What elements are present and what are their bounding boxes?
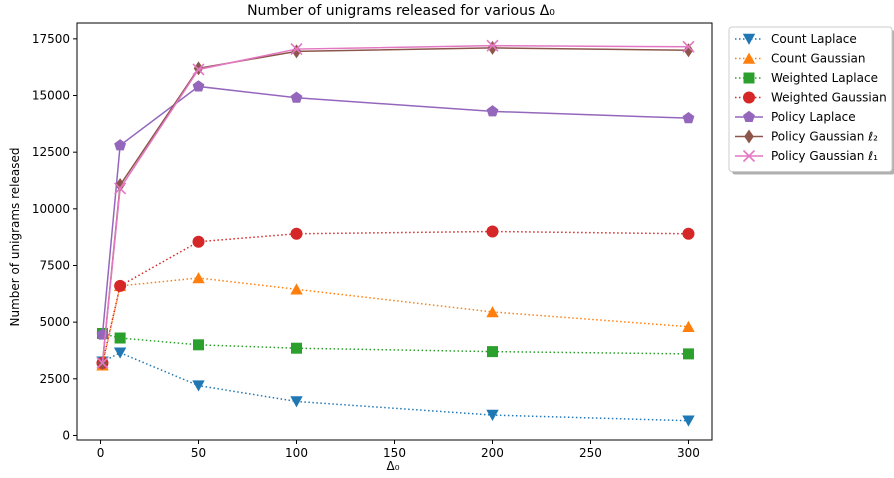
y-tick-label: 17500	[32, 32, 70, 46]
legend-label-weighted-gaussian: Weighted Gaussian	[771, 91, 887, 105]
x-tick-label: 250	[579, 446, 602, 460]
data-point-weighted-laplace	[682, 348, 694, 360]
data-point-policy-gaussian	[114, 182, 127, 195]
data-point-count-gaussian	[682, 320, 695, 332]
series-line-weighted-gaussian	[101, 230, 689, 364]
y-axis-title: Number of unigrams released	[8, 148, 22, 327]
y-tick-label: 7500	[39, 258, 70, 272]
data-point-count-gaussian	[290, 283, 303, 295]
series-line-policy-gaussian	[101, 44, 689, 364]
series-line-count-gaussian	[101, 277, 689, 366]
plot-frame	[76, 22, 713, 441]
data-point-weighted-laplace	[486, 346, 498, 358]
data-point-policy-gaussian	[487, 40, 498, 55]
y-tick-label: 15000	[32, 89, 70, 103]
legend-marker-count-laplace	[742, 33, 756, 45]
legend-box	[728, 26, 893, 172]
legend-label-count-laplace: Count Laplace	[771, 32, 857, 46]
data-point-policy-gaussian	[291, 44, 302, 59]
data-point-count-laplace	[682, 415, 695, 427]
legend-label-count-gaussian: Count Gaussian	[771, 52, 866, 66]
y-tick-label: 10000	[32, 202, 70, 216]
data-point-policy-gaussian	[192, 63, 205, 76]
y-tick-label: 2500	[39, 372, 70, 386]
legend-marker-policy-gaussian	[742, 149, 756, 163]
data-point-weighted-gaussian	[192, 235, 205, 248]
legend-marker-weighted-gaussian	[743, 91, 755, 104]
data-point-policy-gaussian	[96, 356, 109, 370]
data-point-policy-laplace	[290, 91, 303, 103]
legend-marker-weighted-laplace	[743, 72, 755, 84]
data-point-policy-laplace	[486, 105, 499, 117]
data-point-count-laplace	[290, 396, 303, 408]
y-tick-label: 5000	[39, 315, 70, 329]
data-point-weighted-laplace	[291, 342, 303, 354]
chart-title: Number of unigrams released for various …	[247, 3, 555, 19]
plot-area: 0 50 100 150 200 250 300 0 2500 5000 7500 10000 1250…	[32, 22, 713, 460]
data-point-weighted-laplace	[193, 339, 205, 351]
data-point-count-gaussian	[486, 306, 499, 318]
legend-label-weighted-laplace: Weighted Laplace	[771, 71, 878, 85]
data-point-count-laplace	[113, 347, 127, 359]
data-point-weighted-gaussian	[682, 227, 695, 240]
data-point-count-gaussian	[192, 272, 205, 284]
data-point-policy-gaussian	[290, 42, 303, 56]
legend-marker-policy-gaussian	[744, 129, 754, 144]
series-line-policy-laplace	[101, 85, 689, 335]
legend: Count Laplace Count Gaussian Weighted Lapl…	[728, 26, 894, 175]
x-tick-label: 50	[191, 446, 206, 460]
data-point-policy-laplace	[192, 80, 205, 92]
y-tick-label: 0	[62, 428, 70, 442]
series-line-count-laplace	[102, 351, 689, 422]
data-point-policy-gaussian	[486, 39, 499, 52]
x-tick-label: 200	[481, 446, 504, 460]
legend-label-policy-gaussian: Policy Gaussian ℓ₁	[771, 149, 878, 163]
data-point-policy-gaussian	[193, 61, 204, 76]
legend-marker-count-gaussian	[742, 52, 756, 64]
x-tick-label: 300	[677, 446, 700, 460]
data-point-count-laplace	[192, 380, 205, 392]
data-point-policy-gaussian	[115, 178, 125, 193]
data-point-policy-laplace	[682, 111, 695, 124]
data-point-weighted-gaussian	[114, 279, 127, 292]
legend-label-policy-gaussian: Policy Gaussian ℓ₂	[771, 130, 878, 144]
data-point-weighted-gaussian	[290, 227, 303, 240]
legend-marker-policy-laplace	[743, 110, 755, 123]
data-point-weighted-gaussian	[486, 225, 499, 238]
y-tick-label: 12500	[32, 145, 70, 159]
legend-label-policy-laplace: Policy Laplace	[771, 110, 856, 124]
data-point-count-laplace	[486, 409, 499, 421]
x-tick-label: 100	[285, 446, 308, 460]
data-point-policy-gaussian	[682, 40, 695, 53]
x-tick-label: 150	[383, 446, 406, 460]
data-point-weighted-laplace	[114, 332, 126, 344]
x-tick-label: 0	[97, 446, 105, 460]
series-line-policy-gaussian	[101, 47, 689, 364]
series-line-weighted-laplace	[102, 332, 689, 355]
x-axis-title: Δ₀	[386, 459, 399, 473]
data-point-policy-laplace	[114, 139, 127, 151]
